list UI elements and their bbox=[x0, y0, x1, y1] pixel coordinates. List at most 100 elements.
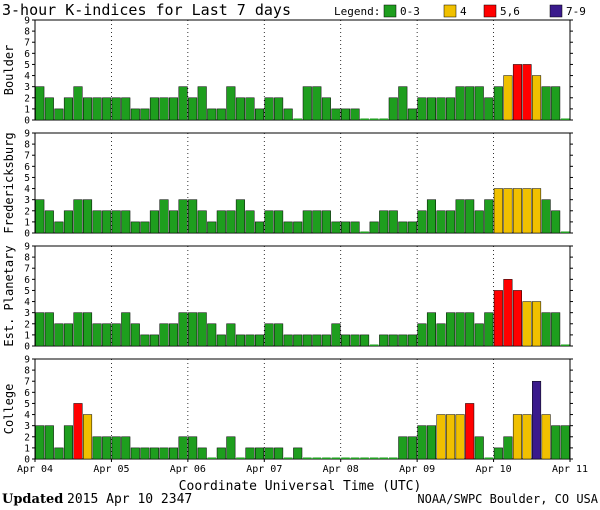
kp-bar bbox=[92, 436, 102, 460]
kp-bar bbox=[493, 86, 503, 121]
x-tick-label: Apr 04 bbox=[17, 464, 53, 475]
kp-bar bbox=[560, 344, 570, 346]
panel-frame bbox=[34, 19, 571, 121]
kp-bar bbox=[407, 108, 417, 121]
kp-bar bbox=[283, 457, 293, 459]
kp-bar bbox=[446, 210, 456, 234]
kp-bar bbox=[216, 210, 226, 234]
y-tick-label: 1 bbox=[24, 104, 30, 115]
kp-bar bbox=[73, 403, 83, 460]
legend-swatch-severe bbox=[549, 4, 563, 18]
kp-bar bbox=[44, 312, 54, 347]
kp-bar bbox=[541, 86, 551, 121]
kp-bar bbox=[178, 312, 188, 347]
kp-bar bbox=[302, 210, 312, 234]
kp-bar bbox=[484, 312, 494, 347]
kp-bar bbox=[169, 447, 179, 460]
kp-bar bbox=[417, 425, 427, 460]
kp-bar bbox=[236, 457, 245, 459]
kp-bar bbox=[121, 436, 131, 460]
kp-bar bbox=[360, 334, 370, 347]
kp-bar bbox=[293, 447, 303, 460]
kp-bar bbox=[130, 447, 140, 460]
kp-bar bbox=[426, 312, 437, 347]
y-tick-label: 8 bbox=[24, 27, 30, 38]
kp-bar bbox=[532, 380, 542, 460]
kp-bar bbox=[140, 334, 150, 347]
kp-bar bbox=[388, 334, 398, 347]
kp-bar bbox=[484, 199, 494, 234]
kp-bar bbox=[207, 108, 217, 121]
kp-bar bbox=[455, 312, 465, 347]
kp-bar bbox=[398, 221, 408, 234]
kp-bar bbox=[254, 334, 265, 347]
panel-frame bbox=[34, 358, 571, 460]
kp-bar bbox=[312, 334, 322, 347]
kp-bar bbox=[54, 108, 64, 121]
kp-bar bbox=[149, 447, 159, 460]
kp-bar bbox=[73, 86, 83, 121]
kp-bar bbox=[254, 221, 265, 234]
kp-bar bbox=[274, 447, 284, 460]
kp-bar bbox=[274, 210, 284, 234]
kp-bar bbox=[465, 199, 475, 234]
kp-bar bbox=[436, 210, 446, 234]
kp-bar bbox=[159, 323, 169, 347]
kp-bar bbox=[407, 221, 417, 234]
panel-frame bbox=[34, 132, 571, 234]
kp-bar bbox=[446, 414, 456, 460]
kp-bar bbox=[92, 323, 102, 347]
kp-bar bbox=[149, 97, 159, 121]
kp-bar bbox=[493, 188, 503, 234]
panel-frame bbox=[34, 245, 571, 347]
kp-bar bbox=[44, 425, 54, 460]
kp-bar bbox=[35, 86, 45, 121]
kp-bar bbox=[484, 457, 494, 459]
legend-item-quiet: 0-3 bbox=[383, 4, 420, 18]
station-label: Est. Planetary bbox=[2, 245, 16, 346]
kp-bar bbox=[303, 457, 312, 459]
legend-item-active: 4 bbox=[443, 4, 467, 18]
kp-bar bbox=[111, 323, 121, 347]
kp-bar bbox=[149, 334, 159, 347]
kp-bar bbox=[331, 108, 341, 121]
kp-bar bbox=[503, 188, 513, 234]
kp-bar bbox=[197, 312, 207, 347]
legend-label-storm: 5,6 bbox=[500, 5, 520, 18]
y-tick-label: 6 bbox=[24, 162, 30, 173]
kp-bar bbox=[541, 414, 551, 460]
kp-bar bbox=[388, 457, 398, 459]
kp-bar bbox=[35, 425, 45, 460]
y-tick-label: 0 bbox=[24, 229, 30, 240]
kp-bar bbox=[54, 221, 64, 234]
kp-bar bbox=[63, 97, 73, 121]
kp-bar bbox=[73, 312, 83, 347]
kp-bar bbox=[455, 199, 465, 234]
y-tick-label: 4 bbox=[24, 71, 30, 82]
kp-bar bbox=[474, 323, 484, 347]
y-tick-label: 1 bbox=[24, 217, 30, 228]
legend-label-severe: 7-9 bbox=[566, 5, 586, 18]
legend-swatch-active bbox=[443, 4, 457, 18]
kp-bar bbox=[207, 457, 217, 459]
kp-bar bbox=[188, 199, 198, 234]
kp-bar bbox=[455, 414, 465, 460]
kp-bar bbox=[226, 436, 236, 460]
kp-bar bbox=[197, 447, 207, 460]
y-tick-label: 9 bbox=[24, 129, 30, 140]
kp-bar bbox=[245, 210, 255, 234]
kp-bar bbox=[360, 118, 369, 120]
y-tick-label: 2 bbox=[24, 319, 30, 330]
y-tick-label: 2 bbox=[24, 206, 30, 217]
kp-bar bbox=[226, 86, 236, 121]
y-tick-label: 3 bbox=[24, 421, 30, 432]
kp-bar bbox=[245, 97, 255, 121]
kp-bar bbox=[121, 312, 131, 347]
kp-bar bbox=[102, 97, 112, 121]
kp-bar bbox=[369, 344, 379, 346]
kp-bar bbox=[493, 290, 503, 347]
kp-bar bbox=[512, 188, 522, 234]
kp-bar bbox=[130, 323, 140, 347]
kp-bar bbox=[340, 108, 351, 121]
